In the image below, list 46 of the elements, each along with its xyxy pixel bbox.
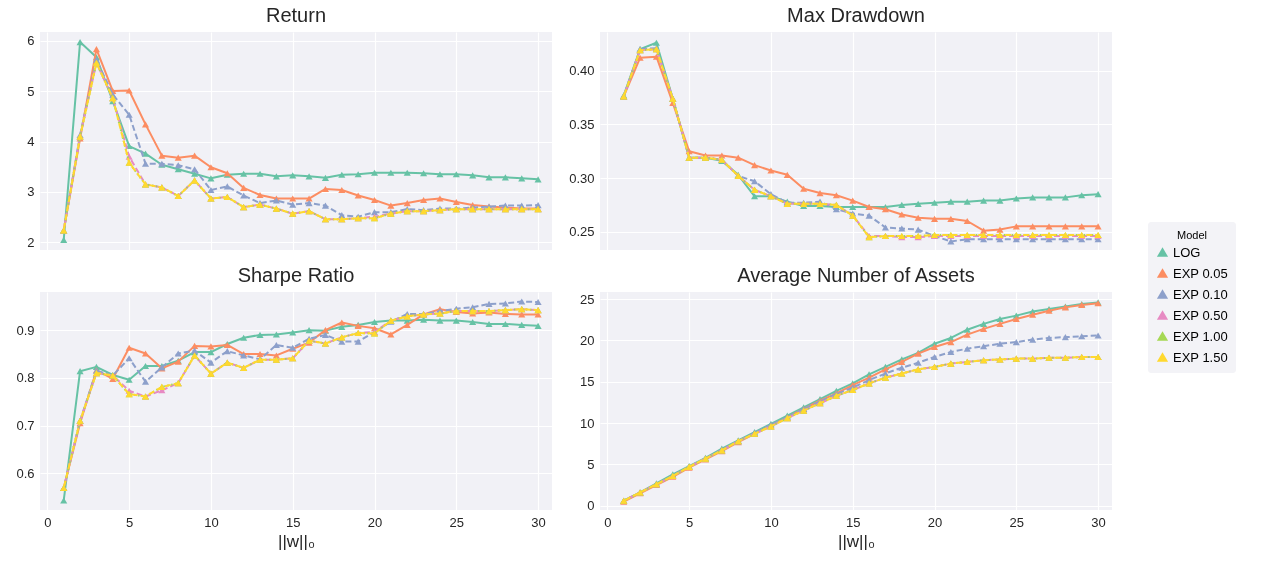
chart-title: Sharpe Ratio (237, 264, 355, 286)
y-tick-label: 0.7 (16, 418, 35, 434)
x-axis-title: ||w||₀ (838, 531, 875, 551)
x-tick-label: 25 (449, 514, 465, 530)
y-tick-label: 5 (27, 83, 35, 99)
x-tick-label: 20 (927, 514, 943, 530)
legend-label: EXP 1.00 (1173, 328, 1228, 344)
x-tick-label: 5 (686, 514, 694, 530)
y-tick-label: 6 (27, 33, 35, 49)
y-tick-label: 0.6 (16, 465, 35, 481)
y-tick-label: 0.40 (569, 63, 595, 79)
legend-label: EXP 1.50 (1173, 349, 1228, 365)
x-tick-label: 0 (44, 514, 52, 530)
legend-title: Model (1177, 229, 1207, 241)
x-tick-label: 15 (285, 514, 301, 530)
x-tick-label: 25 (1009, 514, 1025, 530)
y-tick-label: 0.9 (16, 322, 35, 338)
x-tick-label: 0 (604, 514, 612, 530)
x-tick-label: 30 (1091, 514, 1106, 530)
x-tick-label: 20 (367, 514, 383, 530)
y-tick-label: 3 (27, 184, 35, 200)
legend-label: EXP 0.50 (1173, 307, 1228, 323)
y-tick-label: 25 (580, 291, 595, 307)
y-tick-label: 20 (580, 332, 595, 348)
x-tick-label: 10 (764, 514, 779, 530)
x-tick-label: 5 (126, 514, 134, 530)
x-tick-label: 10 (204, 514, 219, 530)
y-tick-label: 0 (587, 498, 595, 514)
chart-title: Return (265, 4, 327, 26)
legend-label: EXP 0.10 (1173, 286, 1228, 302)
legend-label: LOG (1173, 244, 1201, 260)
y-tick-label: 5 (587, 456, 595, 472)
legend-label: EXP 0.05 (1173, 265, 1228, 281)
x-tick-label: 30 (531, 514, 546, 530)
y-tick-label: 15 (580, 374, 595, 390)
y-tick-label: 0.8 (16, 370, 35, 386)
x-axis-title: ||w||₀ (278, 531, 315, 551)
y-tick-label: 2 (27, 234, 35, 250)
chart-title: Average Number of Assets (737, 264, 975, 286)
x-tick-label: 15 (845, 514, 861, 530)
y-tick-label: 0.30 (569, 170, 595, 186)
y-tick-label: 0.25 (569, 224, 595, 240)
chart-title: Max Drawdown (787, 4, 925, 26)
y-tick-label: 10 (580, 415, 595, 431)
y-tick-label: 0.35 (569, 116, 595, 132)
y-tick-label: 4 (27, 134, 35, 149)
